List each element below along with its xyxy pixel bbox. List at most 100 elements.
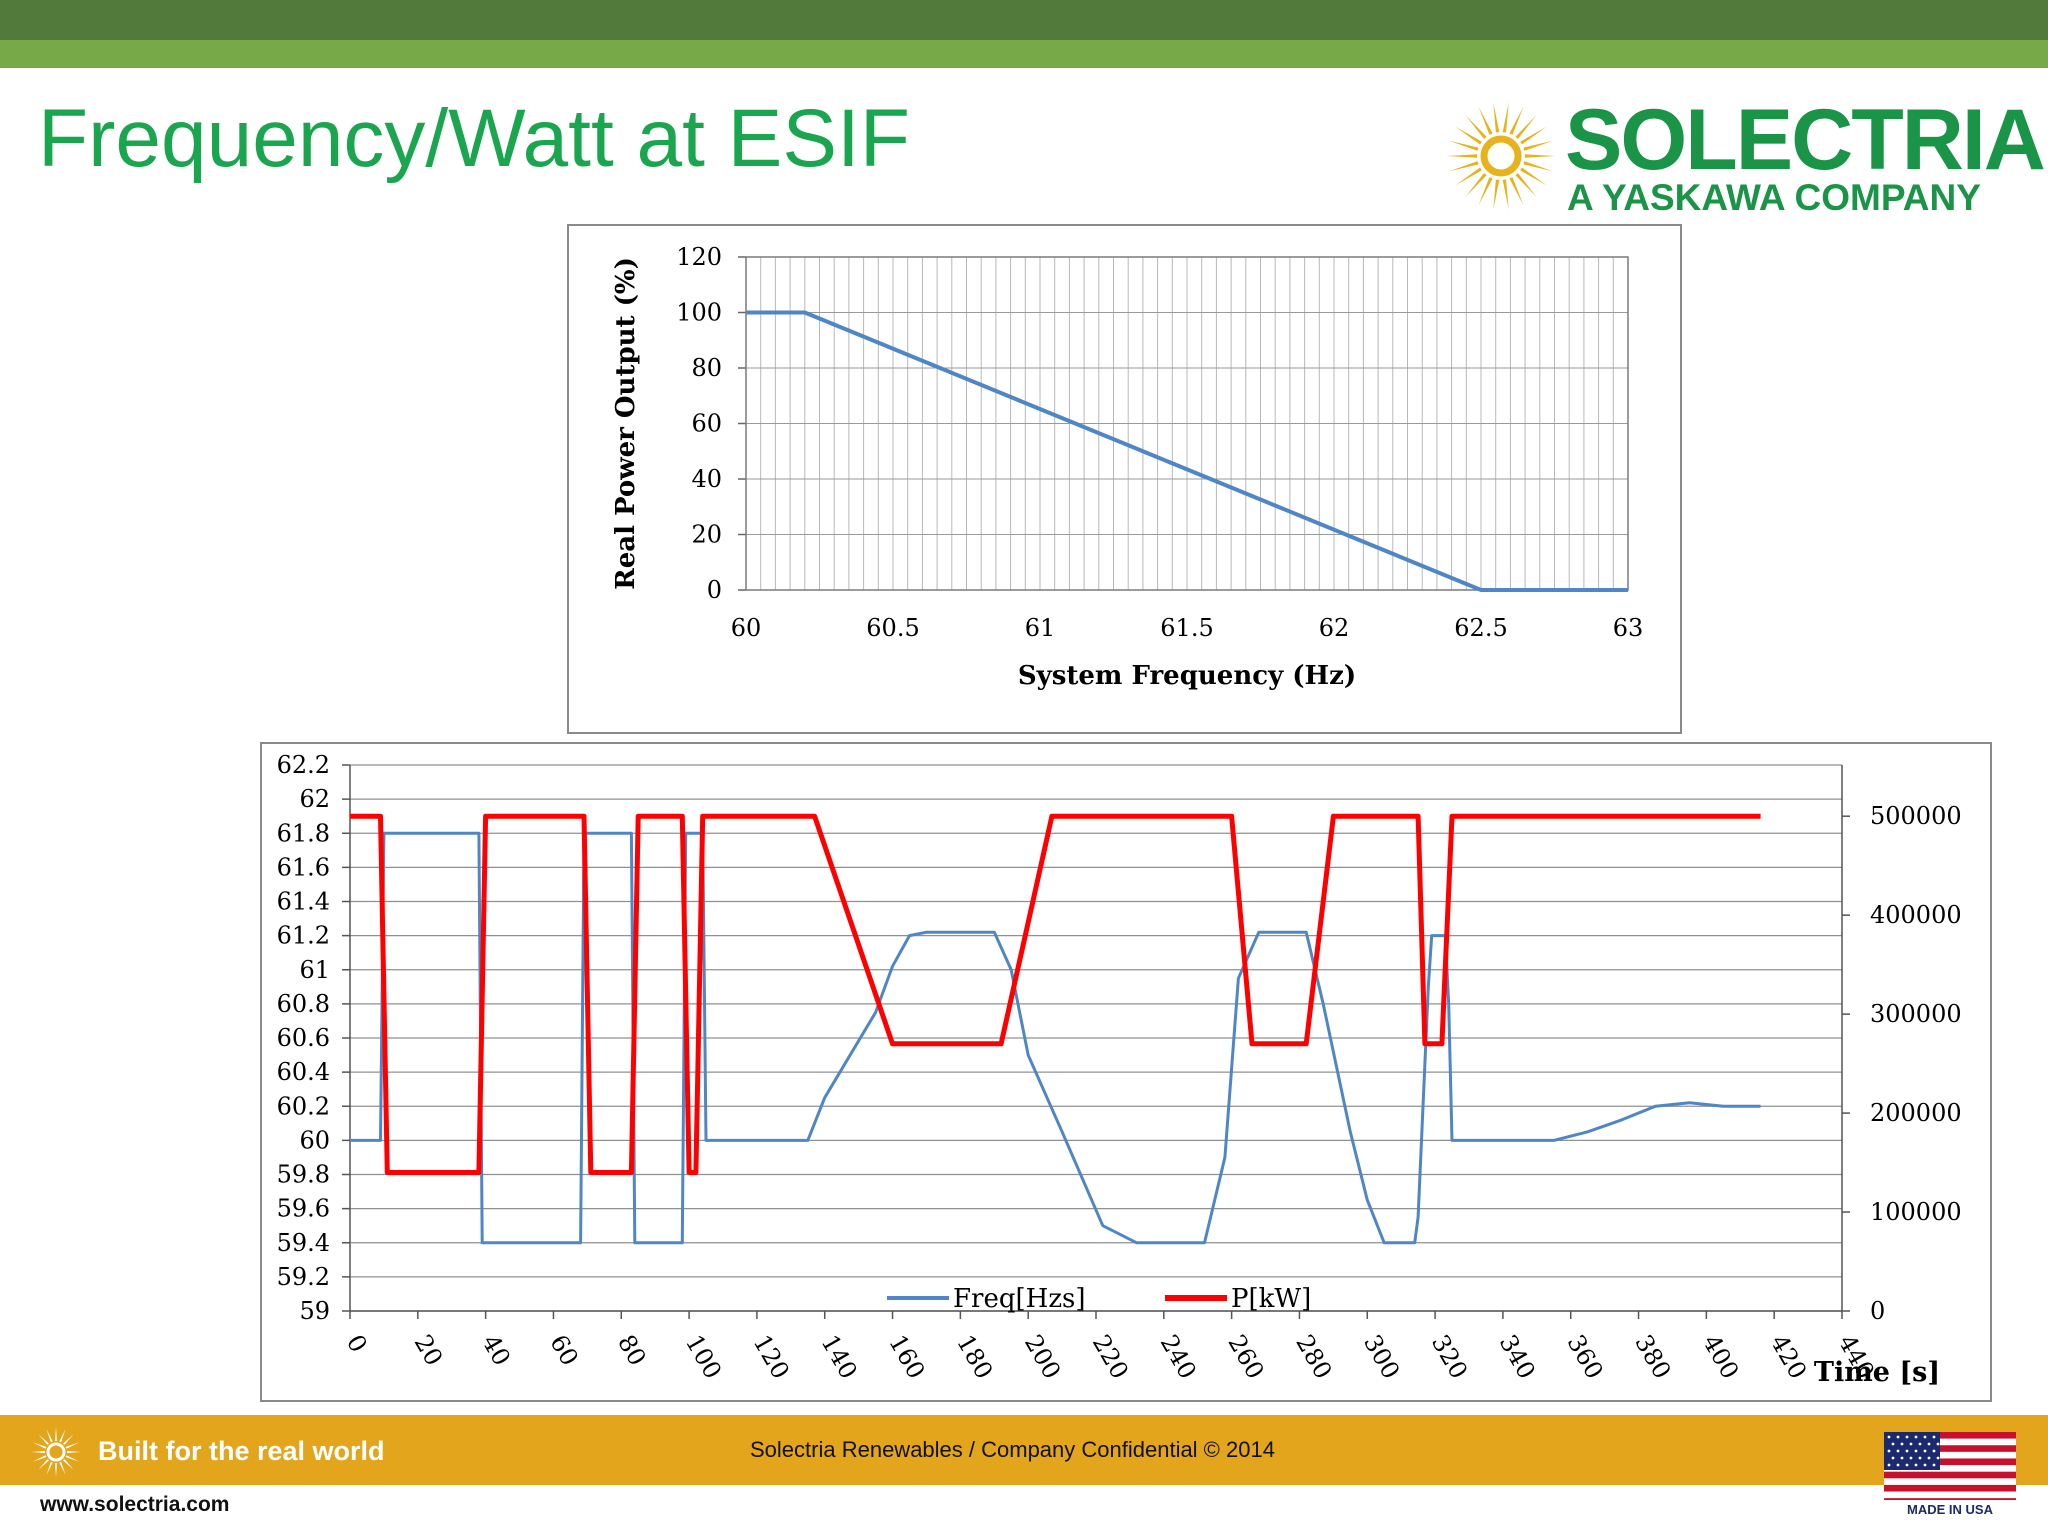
chart2-x-tick-label: 360 [1562, 1330, 1609, 1384]
chart1-x-tick-label: 61 [1025, 614, 1056, 642]
chart2-legend-label: Freq[Hzs] [953, 1284, 1086, 1314]
flag-star [1932, 1449, 1936, 1453]
esif-time-series-svg: 59 59.2 59.4 59.6 59.8 60 60.2 60.4 60.6 60.8 61 61… [277, 751, 1962, 1388]
chart2-x-tick-label: 60 [544, 1330, 584, 1370]
sun-ray [1502, 102, 1509, 133]
sun-ray [1523, 140, 1553, 151]
chart2-x-tick-label: 340 [1494, 1330, 1541, 1384]
flag-stripe [1884, 1432, 2016, 1439]
chart2-x-tick-label: 200 [1019, 1330, 1066, 1384]
flag-star [1887, 1449, 1891, 1453]
chart1-y-tick-label: 0 [707, 576, 722, 604]
flag-star [1918, 1456, 1922, 1460]
chart1-y-tick-label: 60 [691, 410, 722, 438]
top-banner-light-stripe [0, 40, 2048, 68]
flag-star [1914, 1463, 1918, 1467]
chart2-y-tick-label: 59 [299, 1297, 330, 1325]
sun-ray [1524, 154, 1555, 158]
sun-ray [1449, 140, 1479, 151]
chart2-x-axis-label: Time [s] [1814, 1357, 1940, 1388]
chart2-x-tick-label: 300 [1358, 1330, 1405, 1384]
flag-star [1900, 1456, 1904, 1460]
flag-star [1936, 1442, 1940, 1446]
flag-star [1887, 1463, 1891, 1467]
slide-title: Frequency/Watt at ESIF [38, 93, 910, 184]
logo-name: SOLECTRIA [1565, 92, 2046, 188]
chart2-y-tick-label: 61.8 [277, 819, 330, 847]
chart1-x-tick-label: 62.5 [1454, 614, 1507, 642]
chart2-y2-tick-label: 400000 [1870, 901, 1962, 929]
chart2-y2-tick-label: 500000 [1870, 802, 1962, 830]
flag-stripe [1884, 1465, 2016, 1472]
sun-ray [1478, 177, 1493, 206]
chart1-x-tick-label: 63 [1613, 614, 1644, 642]
footer-confidential-text: Solectria Renewables / Company Confident… [750, 1437, 1275, 1462]
footer-sun-ray [46, 1428, 53, 1443]
footer-sun-ray [31, 1451, 45, 1453]
chart2-y-tick-label: 62.2 [277, 751, 330, 779]
website-link[interactable]: www.solectria.com [40, 1493, 230, 1516]
chart2-x-tick-label: 260 [1222, 1330, 1269, 1384]
chart1-y-tick-label: 80 [691, 354, 722, 382]
sun-ray [1520, 167, 1547, 186]
flag-stripe [1884, 1458, 2016, 1466]
flag-stripe [1884, 1451, 2016, 1459]
footer-sun-ray [65, 1455, 80, 1462]
chart2-x-tick-label: 80 [612, 1330, 652, 1370]
chart2-y-tick-label: 60 [299, 1126, 330, 1154]
footer-tagline: Built for the real world [98, 1436, 385, 1466]
footer-sun-ray [32, 1455, 47, 1462]
chart1-x-axis-label: System Frequency (Hz) [1018, 661, 1356, 691]
footer-sun-ray [32, 1442, 47, 1449]
footer-sun-ray [46, 1461, 53, 1476]
flag-stripe [1884, 1484, 2016, 1492]
chart2-x-tick-label: 380 [1629, 1330, 1676, 1384]
flag-star [1932, 1463, 1936, 1467]
chart2-x-tick-label: 220 [1087, 1330, 1134, 1384]
chart1-x-tick-label: 62 [1319, 614, 1350, 642]
chart2-x-tick-label: 400 [1697, 1330, 1744, 1384]
flag-star [1905, 1435, 1909, 1439]
flag-stripe [1884, 1438, 2016, 1446]
chart2-x-tick-label: 420 [1765, 1330, 1812, 1384]
sun-ray [1515, 115, 1537, 139]
chart2-x-tick-label: 160 [883, 1330, 930, 1384]
footer-sun-ray [59, 1428, 66, 1443]
footer-sun-icon [31, 1427, 81, 1477]
frequency-watt-curve-chart: 0 20 40 60 80 100 120 60 60.5 61 61.5 62 62.5 63 Syste… [567, 224, 1682, 734]
flag-star [1923, 1449, 1927, 1453]
footer-sun-ray [63, 1459, 74, 1470]
chart1-y-tick-label: 120 [676, 243, 722, 271]
sun-ray [1520, 126, 1547, 145]
footer-bar [0, 1415, 2048, 1485]
chart2-y-tick-label: 61.2 [277, 922, 330, 950]
chart2-y-tick-label: 60.6 [277, 1024, 330, 1052]
footer-sun-ray [55, 1463, 57, 1477]
flag-star [1936, 1456, 1940, 1460]
chart2-y2-tick-label: 0 [1870, 1297, 1885, 1325]
chart2-y-tick-label: 61 [299, 956, 330, 984]
footer-sun-ray [55, 1427, 57, 1441]
flag-star [1905, 1463, 1909, 1467]
chart2-y-tick-label: 60.2 [277, 1092, 330, 1120]
footer-sun-ray [63, 1434, 74, 1445]
flag-stripe [1884, 1478, 2016, 1486]
flag-star [1918, 1442, 1922, 1446]
chart2-series-line-power [350, 813, 1761, 1175]
flag-star [1909, 1442, 1913, 1446]
sun-ray [1509, 106, 1524, 135]
chart2-legend-label: P[kW] [1231, 1284, 1311, 1314]
chart2-x-tick-label: 120 [748, 1330, 795, 1384]
logo-subtitle: A YASKAWA COMPANY [1567, 177, 1981, 218]
chart2-x-tick-label: 140 [816, 1330, 863, 1384]
sun-ray [1465, 115, 1487, 139]
flag-star [1927, 1442, 1931, 1446]
flag-star [1927, 1456, 1931, 1460]
sun-ray [1493, 102, 1500, 133]
flag-star [1900, 1442, 1904, 1446]
flag-star [1914, 1449, 1918, 1453]
sun-ray [1449, 161, 1479, 172]
chart2-y-tick-label: 60.8 [277, 990, 330, 1018]
footer-sun-ray [67, 1451, 81, 1453]
flag-stripe [1884, 1471, 2016, 1479]
